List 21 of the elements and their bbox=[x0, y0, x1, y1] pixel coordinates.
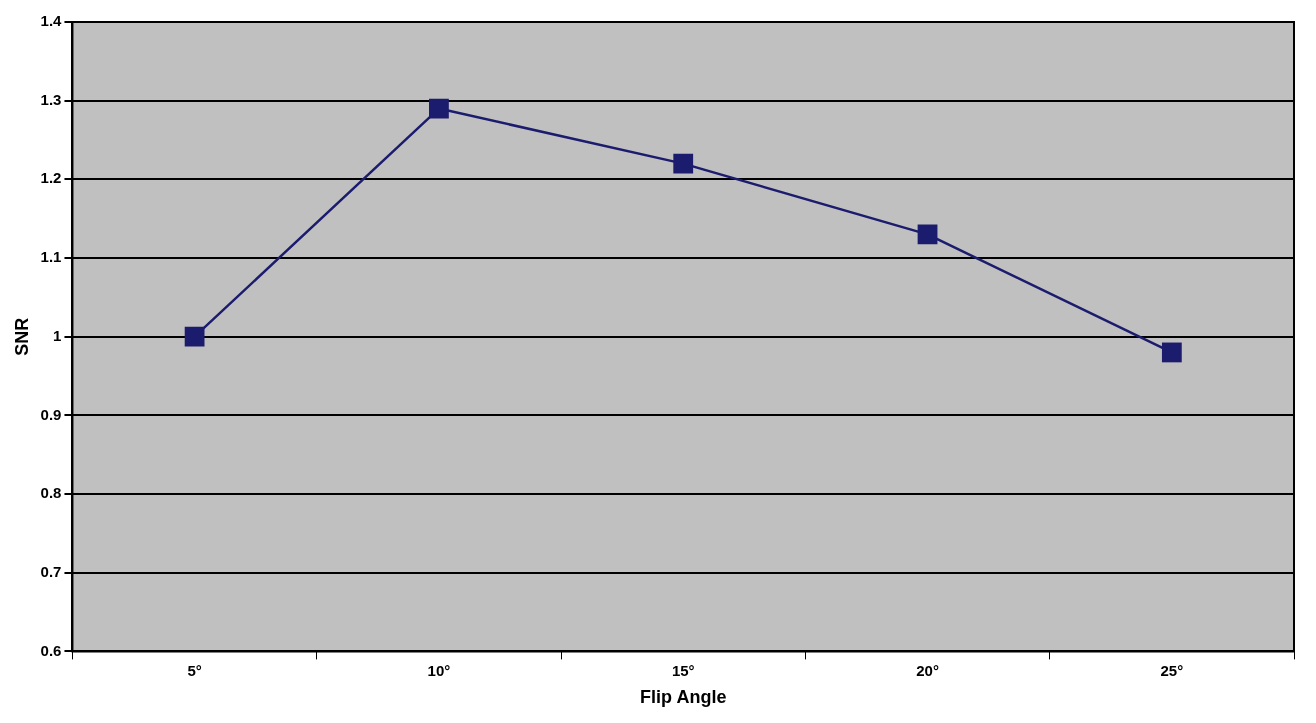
x-tick-label: 10° bbox=[427, 661, 451, 679]
x-axis-title: Flip Angle bbox=[640, 687, 727, 708]
y-axis-title: SNR bbox=[11, 317, 32, 356]
y-tick-label: 1.3 bbox=[40, 90, 62, 108]
y-tick-label: 1.1 bbox=[40, 248, 62, 266]
y-tick-label: 1 bbox=[53, 326, 62, 344]
y-tick-label: 0.7 bbox=[40, 562, 62, 580]
point bbox=[429, 98, 449, 119]
point bbox=[1161, 342, 1182, 363]
point bbox=[673, 153, 694, 174]
y-tick-label: 1.2 bbox=[40, 169, 62, 187]
x-tick-label: 25° bbox=[1160, 661, 1184, 679]
point bbox=[917, 224, 938, 245]
x-tick-label: 5° bbox=[187, 661, 202, 679]
y-tick-label: 0.6 bbox=[40, 641, 62, 659]
y-tick-label: 1.4 bbox=[40, 12, 63, 30]
x-tick-label: 20° bbox=[916, 661, 939, 679]
x-tick-label: 15° bbox=[671, 661, 695, 679]
y-tick-label: 0.9 bbox=[40, 405, 62, 423]
y-tick-label: 0.8 bbox=[40, 484, 62, 502]
point bbox=[184, 326, 205, 347]
